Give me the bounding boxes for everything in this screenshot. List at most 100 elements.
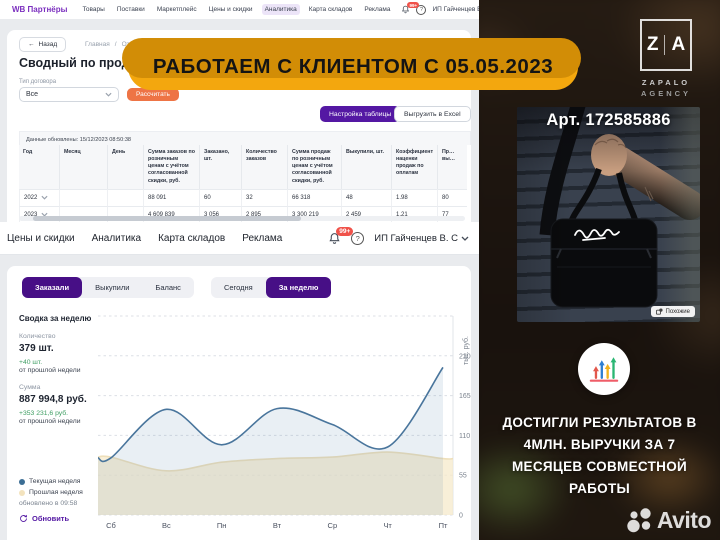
wb-logo[interactable]: WB Партнёры <box>12 5 68 14</box>
tab-Сегодня[interactable]: Сегодня <box>223 283 253 292</box>
column-header: Сумма заказов по розничным ценам с учёто… <box>143 145 199 189</box>
export-excel-button[interactable]: Выгрузить в Excel <box>394 106 471 122</box>
tab-Выкупили[interactable]: Выкупили <box>95 283 130 292</box>
period-tabs: Сегодня За неделю <box>210 277 332 298</box>
breadcrumb-item[interactable]: Главная <box>85 41 110 48</box>
column-header: Заказано, шт. <box>199 145 241 189</box>
chart-label: Ср <box>328 521 338 530</box>
nav-item-Реклама[interactable]: Реклама <box>364 6 391 13</box>
chart-label: Чт <box>383 521 392 530</box>
sum-delta: +353 231,6 руб. <box>19 410 69 417</box>
help-icon[interactable]: ? <box>351 231 365 245</box>
nav-item-Аналитика[interactable]: Аналитика <box>91 232 142 244</box>
table-cell: 32 <box>241 188 287 206</box>
column-header: Коэффициент наценки продаж по оплатам <box>391 145 437 189</box>
chart-legend: Текущая неделя Прошлая неделя обновлено … <box>19 478 83 523</box>
chart-label: Вт <box>273 521 282 530</box>
nav-item-Карта складов[interactable]: Карта складов <box>158 232 226 244</box>
column-header: Количество заказов <box>241 145 287 189</box>
nav-items: Товары Поставки Маркетплейс Цены и скидки Ан… <box>79 4 393 15</box>
back-button[interactable]: ← Назад <box>19 37 67 52</box>
chart-label: тыс. руб. <box>462 336 470 365</box>
calculate-button[interactable]: Рассчитать <box>127 88 179 101</box>
nav-item-Товары[interactable]: Товары <box>82 6 105 13</box>
promo-panel: Z A ZAPALO AGENCY <box>479 0 720 540</box>
logo-letter-a: A <box>671 34 686 55</box>
refresh-icon <box>20 514 27 522</box>
tab-Заказали[interactable]: Заказали <box>22 277 83 298</box>
refresh-button[interactable]: Обновить <box>19 514 83 523</box>
avito-logo-text: Avito <box>656 507 712 533</box>
notification-badge: 99+ <box>407 2 420 8</box>
chart-label: 110 <box>459 433 470 440</box>
similar-items-icon <box>655 308 663 315</box>
table-settings-button[interactable]: Настройка таблицы <box>320 106 401 122</box>
notification-badge: 99+ <box>336 226 354 236</box>
table-cell: 66 318 <box>287 188 341 206</box>
notifications-button[interactable]: 99+ <box>328 226 354 245</box>
column-header: Сумма продаж по розничным ценам с учётом… <box>287 145 341 189</box>
chart-updated-text: обновлено в 09:58 <box>19 500 78 507</box>
similar-items-badge[interactable]: Похожие <box>650 306 695 317</box>
column-header: Год <box>19 145 59 189</box>
count-delta: +40 шт. <box>19 359 43 366</box>
scrollbar-thumb[interactable] <box>33 216 301 221</box>
nav-item-Карта складов[interactable]: Карта складов <box>308 6 353 13</box>
account-name: ИП Гайченцев В. С <box>432 6 490 13</box>
nav-item-Маркетплейс[interactable]: Маркетплейс <box>156 6 197 13</box>
second-navbar: Цены и скидки Аналитика Карта складов Рекла… <box>0 222 479 255</box>
contract-type-select[interactable]: Все <box>19 87 119 102</box>
nav-item-Цены и скидки[interactable]: Цены и скидки <box>7 232 75 244</box>
metric-tabs: Заказали Выкупили Баланс <box>22 277 194 298</box>
back-arrow-icon: ← <box>28 41 35 48</box>
navbar-right: 99+ ? ИП Гайченцев В. С <box>328 226 469 245</box>
legend-dot-last <box>19 489 25 496</box>
column-header: День <box>107 145 143 189</box>
nav-item-Цены и скидки[interactable]: Цены и скидки <box>208 6 253 13</box>
table-cell <box>107 188 143 206</box>
help-icon[interactable]: ? <box>416 4 427 15</box>
sum-delta-suffix: от прошлой недели <box>19 418 81 425</box>
count-label: Количество <box>19 333 56 340</box>
legend-label: Прошлая неделя <box>29 489 83 496</box>
table-cell: 88 091 <box>143 188 199 206</box>
agency-name-line2: AGENCY <box>640 89 692 99</box>
result-claim-text: ДОСТИГЛИ РЕЗУЛЬТАТОВ В 4МЛН. ВЫРУЧКИ ЗА … <box>502 415 697 496</box>
data-updated-text: Данные обновлены: 15/12/2023 08:50:38 <box>19 131 471 145</box>
legend-label: Текущая неделя <box>29 478 81 485</box>
horizontal-scrollbar[interactable] <box>19 216 465 221</box>
chart-label: Пт <box>439 521 448 530</box>
week-summary: Сводка за неделю Количество 379 шт. +40 … <box>19 314 114 435</box>
top-navbar: WB Партнёры Товары Поставки Маркетплейс Цен… <box>0 0 499 19</box>
account-name: ИП Гайченцев В. С <box>374 232 458 244</box>
year-cell: 2022 <box>19 188 59 206</box>
agency-name-line1: ZAPALO <box>641 78 691 87</box>
nav-item-Реклама[interactable]: Реклама <box>242 232 283 244</box>
table-cell: 48 <box>341 188 391 206</box>
avito-logo-icon <box>627 507 651 532</box>
contract-type-value: Все <box>26 91 39 98</box>
tab-За неделю[interactable]: За неделю <box>265 277 332 298</box>
agency-logo-mark: Z A <box>640 19 692 71</box>
nav-item-Поставки[interactable]: Поставки <box>116 6 145 13</box>
article-number: Арт. 172585886 <box>546 111 671 129</box>
table-cell: 60 <box>199 188 241 206</box>
breadcrumb-separator: / <box>114 41 117 48</box>
tab-bar: Заказали Выкупили Баланс Сегодня За неделю <box>22 277 332 298</box>
report-table: Данные обновлены: 15/12/2023 08:50:38 Го… <box>19 131 471 222</box>
bell-icon <box>402 5 410 14</box>
notifications-button[interactable]: 99+ <box>401 2 420 14</box>
chart-label: 165 <box>459 393 471 400</box>
table-cell: 1.98 <box>391 188 437 206</box>
column-header: Месяц <box>59 145 107 189</box>
agency-logo: Z A ZAPALO AGENCY <box>636 19 696 100</box>
contract-type-label: Тип договора <box>19 79 57 85</box>
legend-last-week: Прошлая неделя <box>19 489 83 496</box>
tab-Баланс[interactable]: Баланс <box>155 283 181 292</box>
chart-label: Вс <box>162 521 171 530</box>
account-menu[interactable]: ИП Гайченцев В. С <box>374 233 469 244</box>
chevron-down-icon <box>41 195 48 200</box>
nav-item-Аналитика[interactable]: Аналитика <box>261 4 300 15</box>
avito-watermark: Avito <box>627 507 712 534</box>
